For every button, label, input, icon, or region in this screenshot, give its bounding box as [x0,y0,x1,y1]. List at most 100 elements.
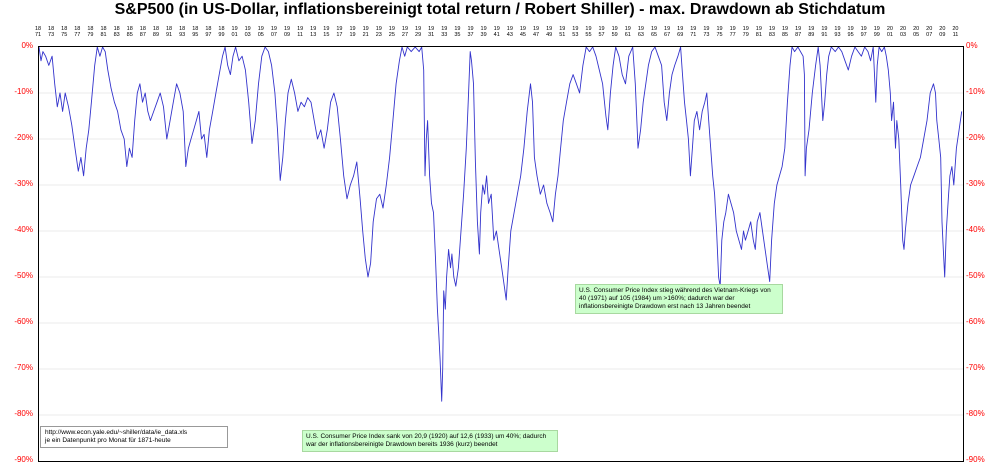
x-tick-label: 19 97 [860,26,867,38]
x-tick-label: 18 79 [87,26,94,38]
x-tick-label: 19 49 [546,26,553,38]
x-tick-label: 18 95 [192,26,199,38]
x-tick-label: 18 77 [74,26,81,38]
x-tick-label: 20 11 [952,26,959,38]
y-tick-label-right: -20% [966,133,985,142]
x-axis-year-labels: 18 71 18 73 18 75 18 77 18 79 18 81 18 83 18 85 18 87 18 89… [0,26,1000,44]
x-tick-label: 19 63 [637,26,644,38]
y-tick-label-left: 0% [21,41,33,50]
y-tick-label-left: -10% [14,87,33,96]
annotation-vietnam-cpi: U.S. Consumer Price Index stieg während … [575,284,783,314]
source-url: http://www.econ.yale.edu/~shiller/data/i… [45,429,188,436]
x-tick-label: 19 93 [834,26,841,38]
x-tick-label: 19 13 [310,26,317,38]
y-tick-label-left: -50% [14,271,33,280]
x-tick-label: 19 21 [362,26,369,38]
x-tick-label: 19 31 [428,26,435,38]
x-tick-label: 18 91 [166,26,173,38]
x-tick-label: 20 09 [939,26,946,38]
y-tick-label-right: -70% [966,363,985,372]
drawdown-series-line [39,47,963,402]
y-tick-label-left: -30% [14,179,33,188]
x-tick-label: 18 99 [218,26,225,38]
x-tick-label: 19 51 [559,26,566,38]
y-tick-label-left: -40% [14,225,33,234]
y-tick-label-right: -90% [966,455,985,464]
y-tick-label-left: -20% [14,133,33,142]
y-tick-label-right: -10% [966,87,985,96]
x-tick-label: 18 85 [126,26,133,38]
x-tick-label: 19 01 [231,26,238,38]
x-tick-label: 19 57 [598,26,605,38]
y-tick-label-right: 0% [966,41,978,50]
x-tick-label: 18 81 [100,26,107,38]
x-tick-label: 19 45 [519,26,526,38]
y-axis-left: 0% -10% -20% -30% -40% -50% -60% -70% -80% -90% [0,0,36,476]
x-tick-label: 19 73 [703,26,710,38]
x-tick-label: 19 41 [493,26,500,38]
y-tick-label-left: -90% [14,455,33,464]
plot-area [38,46,964,462]
y-tick-label-right: -60% [966,317,985,326]
x-tick-label: 19 55 [585,26,592,38]
x-tick-label: 19 87 [795,26,802,38]
x-tick-label: 19 53 [572,26,579,38]
x-tick-label: 19 47 [532,26,540,38]
x-tick-label: 19 91 [821,26,828,38]
x-tick-label: 19 59 [611,26,618,38]
x-tick-label: 20 01 [886,26,893,38]
x-tick-label: 19 95 [847,26,854,38]
x-tick-label: 19 33 [441,26,448,38]
x-tick-label: 19 43 [506,26,513,38]
annotation-deflation-cpi: U.S. Consumer Price Index sank von 20,9 … [302,430,558,452]
x-tick-label: 19 61 [624,26,631,38]
x-tick-label: 19 11 [297,26,304,38]
y-tick-label-right: -30% [966,179,985,188]
x-tick-label: 19 67 [664,26,671,38]
x-tick-label: 20 05 [913,26,920,38]
x-tick-label: 20 07 [926,26,933,38]
x-tick-label: 19 85 [782,26,789,38]
x-tick-label: 18 83 [113,26,120,38]
y-tick-label-right: -80% [966,409,985,418]
x-tick-label: 19 23 [375,26,382,38]
x-tick-label: 19 37 [467,26,474,38]
x-tick-label: 18 93 [179,26,186,38]
y-tick-label-right: -50% [966,271,985,280]
x-tick-label: 19 07 [270,26,277,38]
x-tick-label: 19 15 [323,26,330,38]
x-tick-label: 19 09 [283,26,291,38]
x-tick-label: 19 99 [873,26,880,38]
x-tick-label: 19 05 [257,26,264,38]
x-tick-label: 18 75 [61,26,68,38]
y-axis-right: 0% -10% -20% -30% -40% -50% -60% -70% -80% -90% [964,0,1000,476]
x-tick-label: 19 77 [729,26,736,38]
x-tick-label: 19 35 [454,26,461,38]
x-tick-label: 19 39 [480,26,487,38]
x-tick-label: 19 83 [768,26,776,38]
y-tick-label-left: -70% [14,363,33,372]
chart-title: S&P500 (in US-Dollar, inflationsbereinig… [114,1,886,18]
x-tick-label: 18 87 [139,26,146,38]
y-tick-label-left: -80% [14,409,33,418]
x-tick-label: 19 29 [415,26,422,38]
y-tick-label-right: -40% [966,225,985,234]
x-tick-label: 20 03 [899,26,907,38]
x-tick-label: 19 71 [690,26,697,38]
x-tick-label: 19 19 [349,26,356,38]
x-tick-label: 19 27 [401,26,409,38]
y-tick-label-left: -60% [14,317,33,326]
source-frequency: je ein Datenpunkt pro Monat für 1871-heu… [45,437,171,444]
x-tick-label: 19 65 [650,26,658,38]
x-tick-label: 19 89 [808,26,815,38]
x-tick-label: 19 17 [336,26,343,38]
x-tick-label: 19 81 [755,26,762,38]
x-tick-label: 19 69 [677,26,684,38]
x-tick-label: 18 97 [205,26,212,38]
x-tick-label: 18 71 [34,26,42,38]
x-tick-label: 19 03 [244,26,251,38]
x-tick-label: 18 73 [48,26,55,38]
x-tick-label: 19 25 [388,26,395,38]
x-tick-label: 19 75 [716,26,723,38]
